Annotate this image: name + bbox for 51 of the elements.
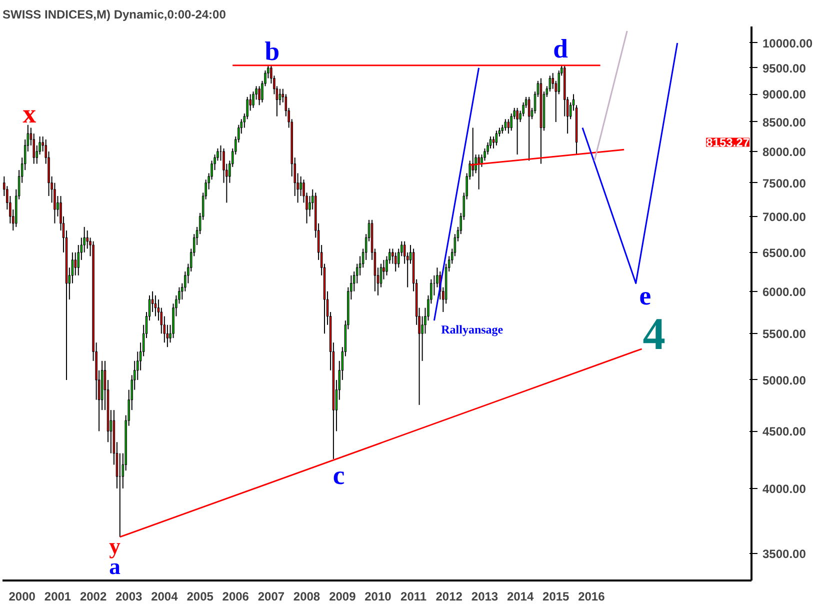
x-tick-label: 2008	[293, 590, 320, 604]
candlestick	[495, 130, 498, 146]
y-tick-label: 8000.00	[762, 144, 806, 159]
annotation: x	[22, 98, 37, 128]
x-tick-label: 2010	[364, 590, 392, 604]
y-tick-label: 6000.00	[762, 284, 806, 299]
x-tick-label: 2016	[578, 590, 606, 604]
candlestick	[472, 127, 474, 177]
candlestick	[492, 136, 495, 149]
annotation: b	[264, 36, 280, 66]
y-tick-label: 3500.00	[762, 546, 806, 561]
x-tick-label: 2009	[329, 590, 356, 604]
y-tick-label: 9000.00	[762, 88, 806, 102]
annotation: d	[553, 34, 568, 64]
x-tick-label: 2001	[44, 590, 72, 604]
x-tick-label: 2005	[186, 590, 214, 604]
x-tick-label: 2000	[8, 590, 36, 604]
y-tick-label: 4500.00	[762, 424, 806, 439]
y-tick-label: 9500.00	[762, 61, 806, 76]
y-tick-label: 10000.00	[762, 36, 813, 50]
x-tick-label: 2002	[80, 590, 107, 604]
x-tick-label: 2013	[471, 590, 498, 604]
y-tick-label: 5500.00	[762, 327, 806, 342]
y-tick-label: 5000.00	[762, 373, 806, 388]
candlestick	[478, 154, 480, 190]
y-tick-label: 4000.00	[762, 482, 806, 496]
annotation: 4	[642, 308, 666, 359]
x-tick-label: 2012	[436, 590, 463, 604]
chart-title: SWISS INDICES,M) Dynamic,0:00-24:00	[2, 8, 226, 22]
annotation: 8153.27	[706, 136, 750, 150]
candlestick	[278, 88, 282, 106]
candlestick	[504, 118, 507, 132]
x-tick-label: 2003	[116, 590, 143, 604]
x-tick-label: 2011	[400, 590, 427, 604]
candlestick	[151, 290, 154, 313]
x-tick-label: 2015	[542, 590, 570, 604]
candlestick	[74, 252, 76, 276]
y-tick-label: 6500.00	[762, 246, 806, 260]
annotation: e	[639, 280, 652, 311]
annotation: c	[332, 460, 345, 490]
x-tick-label: 2004	[151, 590, 178, 604]
candlestick	[394, 252, 397, 272]
x-tick-label: 2006	[222, 590, 250, 604]
candlestick	[507, 118, 510, 134]
candlestick	[516, 107, 518, 156]
x-tick-label: 2007	[258, 590, 285, 604]
annotation: Rallyansage	[441, 322, 504, 337]
y-tick-label: 8500.00	[762, 116, 806, 130]
x-tick-label: 2014	[506, 590, 534, 604]
y-tick-label: 7500.00	[762, 176, 806, 190]
y-tick-label: 7000.00	[762, 210, 806, 224]
